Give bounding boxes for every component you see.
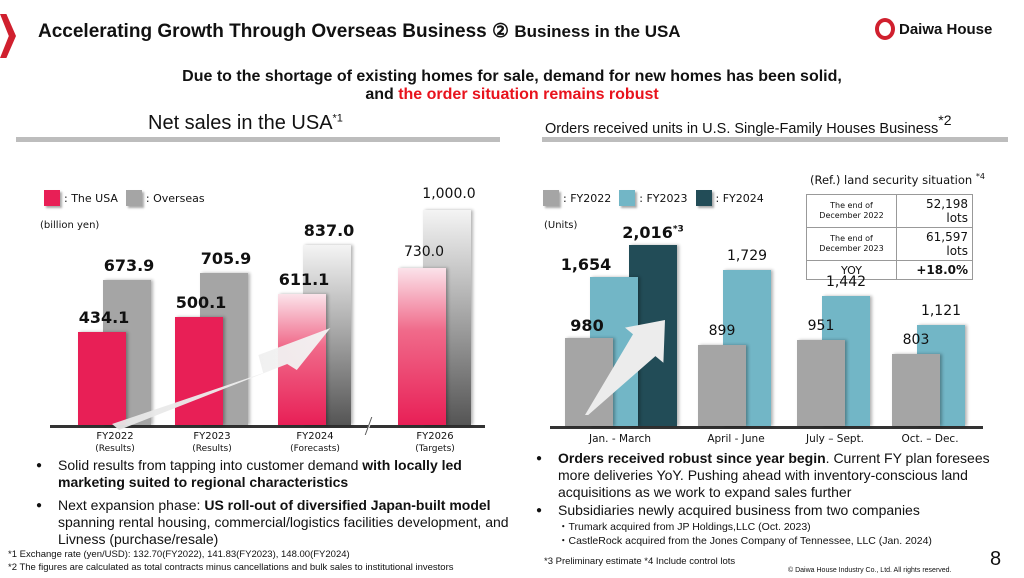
divider xyxy=(16,137,500,142)
note-marker: *3 xyxy=(672,224,684,235)
list-item: Orders received robust since year begin.… xyxy=(530,450,1010,501)
table-row: The end of December 2023 61,597 lots xyxy=(806,227,973,261)
orders-chart: 1,654 980 2,016*3 Jan. - March 1,729 899 April… xyxy=(550,222,983,445)
x-tick-label: Jan. - March xyxy=(589,433,651,445)
legend-swatch-usa xyxy=(44,190,60,206)
x-tick-label: Oct. – Dec. xyxy=(901,433,959,445)
data-label: 837.0 xyxy=(303,221,355,241)
x-axis xyxy=(550,426,983,429)
list-subitem: ・Trumark acquired from JP Holdings,LLC (… xyxy=(558,521,811,533)
net-sales-chart: 673.9 434.1 FY2022 (Results) 705.9 500.1 FY202… xyxy=(0,0,520,470)
logo: Daiwa House xyxy=(875,18,992,40)
left-legend: : The USA : Overseas xyxy=(44,190,205,206)
footnote-1: *1 Exchange rate (yen/USD): 132.70(FY202… xyxy=(8,549,350,560)
x-tick-label: April - June xyxy=(707,433,765,445)
data-label: 1,121 xyxy=(920,303,962,320)
left-y-unit: (billion yen) xyxy=(40,220,100,231)
left-bullets: Solid results from tapping into customer… xyxy=(30,457,510,554)
x-tick-sublabel: (Results) xyxy=(95,444,135,454)
bar-fy2022 xyxy=(797,340,845,426)
data-label: 1,000.0 xyxy=(422,186,476,202)
footnote-2: *2 The figures are calculated as total c… xyxy=(8,562,454,573)
data-label: 434.1 xyxy=(78,307,130,327)
data-label: 803 xyxy=(902,331,930,348)
list-item: Subsidiaries newly acquired business fro… xyxy=(530,502,1010,519)
logo-icon xyxy=(875,18,895,40)
divider xyxy=(542,137,1008,142)
copyright: © Daiwa House Industry Co., Ltd. All rig… xyxy=(788,567,952,574)
data-label: 611.1 xyxy=(278,269,330,289)
x-tick-sublabel: (Targets) xyxy=(415,444,455,454)
table-row: YOY +18.0% xyxy=(806,260,973,280)
x-tick-label: FY2022 xyxy=(96,431,134,442)
legend-swatch-overseas xyxy=(125,190,142,206)
list-item: Next expansion phase: US roll-out of div… xyxy=(30,497,510,548)
x-axis xyxy=(50,425,485,428)
right-y-unit: (Units) xyxy=(544,220,578,231)
data-label: 951 xyxy=(807,318,835,335)
land-title: (Ref.) land security situation *4 xyxy=(810,172,985,187)
bar-fy2022 xyxy=(698,345,746,426)
x-tick-sublabel: (Results) xyxy=(192,444,232,454)
x-tick-sublabel: (Forecasts) xyxy=(290,444,340,454)
x-tick-label: FY2023 xyxy=(193,431,231,442)
bar-fy2022 xyxy=(892,353,940,426)
data-label: 705.9 xyxy=(200,249,252,269)
data-label: 980 xyxy=(570,315,604,335)
x-tick-label: FY2024 xyxy=(296,431,334,442)
right-chart-title: Orders received units in U.S. Single-Fam… xyxy=(545,112,952,137)
bar-usa xyxy=(78,331,126,425)
list-subitem: ・CastleRock acquired from the Jones Comp… xyxy=(558,535,932,547)
bar-usa xyxy=(398,268,446,425)
page-number: 8 xyxy=(990,548,1002,570)
footnote-3: *3 Preliminary estimate *4 Include contr… xyxy=(544,556,736,567)
headline: Due to the shortage of existing homes fo… xyxy=(182,68,842,103)
page-title: Accelerating Growth Through Overseas Bus… xyxy=(38,21,681,42)
data-label: 2,016*3 xyxy=(622,222,684,242)
data-label: 673.9 xyxy=(103,256,155,276)
right-legend: : FY2022 : FY2023 : FY2024 xyxy=(543,190,764,206)
data-label: 1,729 xyxy=(726,248,768,265)
table-row: The end of December 2022 52,198 lots xyxy=(806,194,973,228)
right-bullets: Orders received robust since year begin.… xyxy=(530,450,1010,548)
x-tick-label: July – Sept. xyxy=(805,433,865,445)
bar-usa xyxy=(175,317,223,425)
list-item: Solid results from tapping into customer… xyxy=(30,457,510,491)
data-label: 1,654 xyxy=(560,255,612,275)
x-tick-label: FY2026 xyxy=(416,431,454,442)
data-label: 730.0 xyxy=(403,244,445,261)
land-table: The end of December 2022 52,198 lots The … xyxy=(806,194,973,280)
left-chart-title: Net sales in the USA*1 xyxy=(148,112,343,134)
data-label: 1,442 xyxy=(825,274,867,291)
data-label: 899 xyxy=(708,323,736,340)
data-label: 500.1 xyxy=(175,293,227,313)
